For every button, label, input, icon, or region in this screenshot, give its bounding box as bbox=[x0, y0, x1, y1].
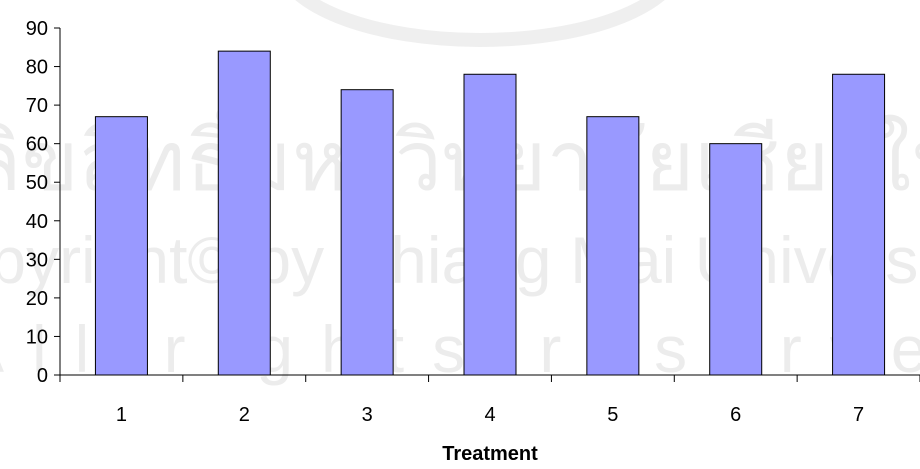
x-tick-label: 6 bbox=[730, 404, 741, 426]
bar-treatment-4 bbox=[463, 73, 517, 376]
bar-treatment-2 bbox=[217, 50, 271, 376]
x-tick-label: 2 bbox=[239, 404, 250, 426]
x-axis-title: Treatment bbox=[442, 443, 538, 465]
watermark-line-3: All rights reserved bbox=[0, 312, 920, 386]
bar-treatment-5 bbox=[586, 116, 640, 376]
bar-treatment-7 bbox=[832, 73, 886, 376]
x-tick-label: 1 bbox=[116, 404, 127, 426]
watermark-line-2: Copyright© by Chiang Mai University bbox=[0, 223, 920, 297]
x-tick-label: 7 bbox=[853, 404, 864, 426]
x-tick-label: 3 bbox=[362, 404, 373, 426]
watermark: ลิขสิทธิ์มหาวิทยาลัยเชียงใหม่ Copyright©… bbox=[0, 0, 920, 386]
y-tick-label: 60 bbox=[26, 134, 48, 156]
watermark-line-1: ลิขสิทธิ์มหาวิทยาลัยเชียงใหม่ bbox=[0, 100, 920, 208]
y-tick-label: 50 bbox=[26, 172, 48, 194]
bar-treatment-1 bbox=[94, 116, 148, 376]
bar-treatment-3 bbox=[340, 89, 394, 376]
y-tick-label: 10 bbox=[26, 326, 48, 348]
y-tick-label: 0 bbox=[37, 365, 48, 387]
bars bbox=[94, 50, 886, 376]
y-tick-label: 70 bbox=[26, 95, 48, 117]
x-tick-label: 5 bbox=[607, 404, 618, 426]
bar-treatment-6 bbox=[709, 143, 763, 376]
y-tick-label: 40 bbox=[26, 211, 48, 233]
y-axis: 0 10 20 30 40 50 60 70 80 90 bbox=[26, 18, 61, 387]
y-tick-label: 30 bbox=[26, 249, 48, 271]
y-tick-label: 20 bbox=[26, 288, 48, 310]
y-tick-label: 90 bbox=[26, 18, 48, 40]
watermark-seal bbox=[295, 0, 665, 47]
y-tick-label: 80 bbox=[26, 57, 48, 79]
x-tick-label: 4 bbox=[484, 404, 495, 426]
